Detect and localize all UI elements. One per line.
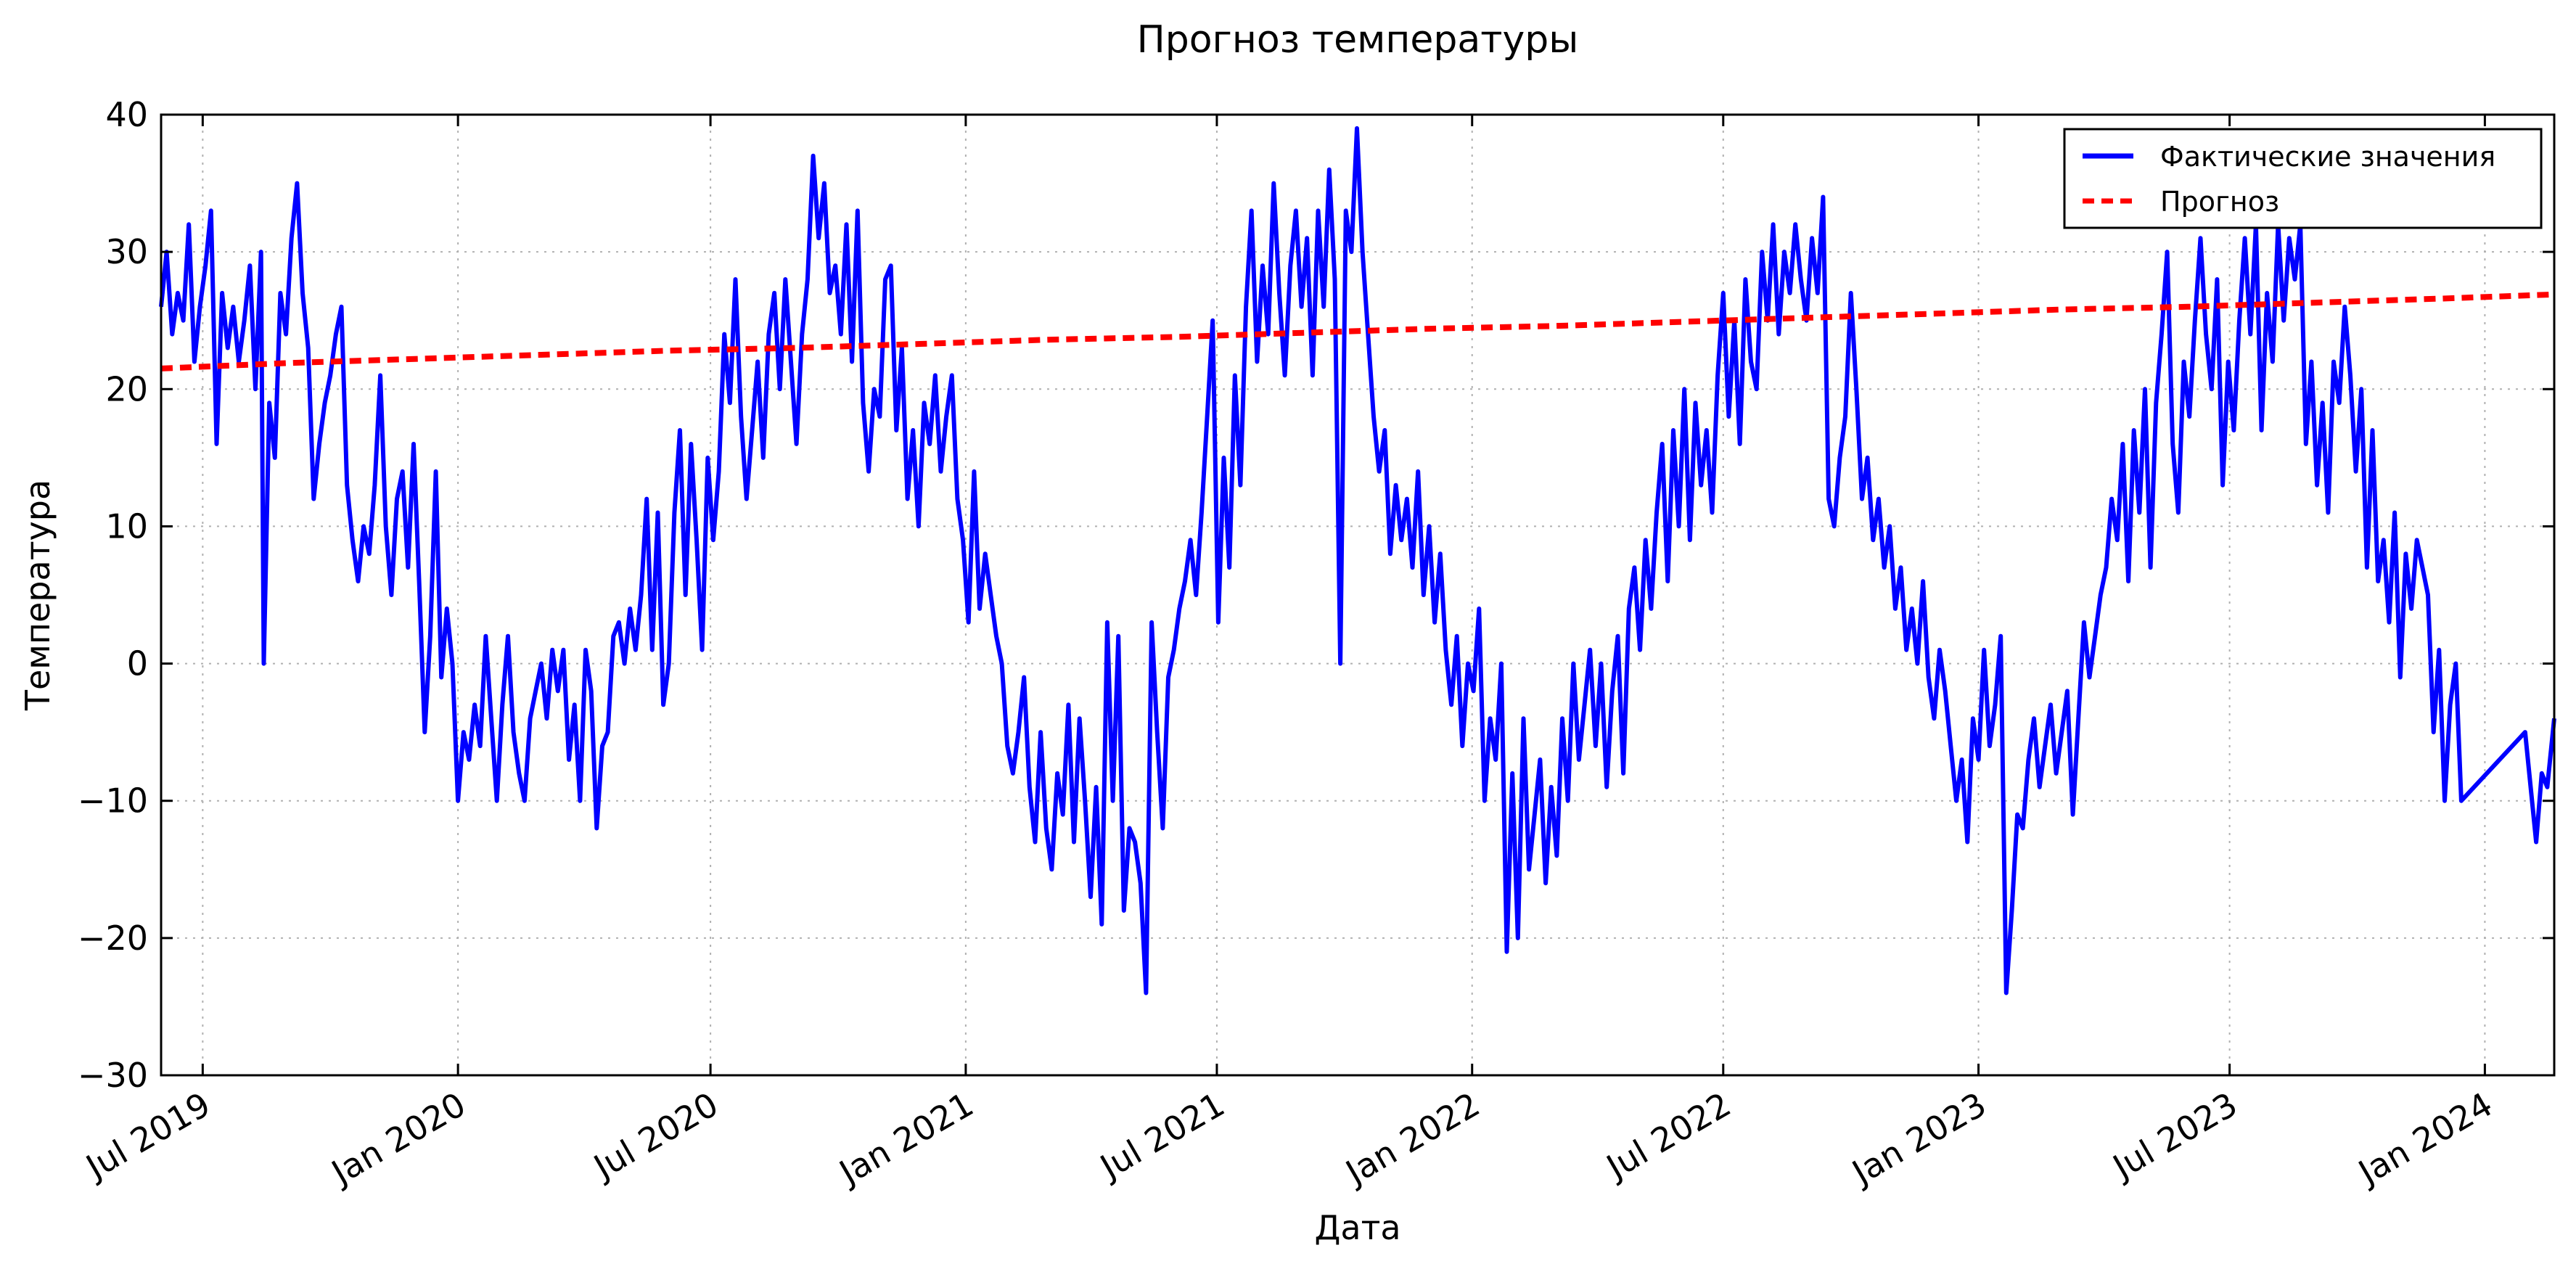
y-tick-label: 0 <box>127 644 148 683</box>
legend-box <box>2063 128 2543 229</box>
series-line-forecast <box>160 291 2555 371</box>
series-line-actual <box>159 126 2556 995</box>
legend-label-actual: Фактические значения <box>2160 141 2495 173</box>
y-tick-label: −30 <box>78 1056 148 1095</box>
y-tick-label: 30 <box>105 232 148 271</box>
y-tick-label: 10 <box>105 506 148 546</box>
y-tick-label: 20 <box>105 369 148 408</box>
legend: Фактические значения Прогноз <box>2063 128 2543 229</box>
legend-label-forecast: Прогноз <box>2160 186 2279 218</box>
x-axis-label: Дата <box>1314 1208 1400 1247</box>
y-tick-label: 40 <box>105 95 148 134</box>
series-lines <box>159 126 2556 995</box>
y-axis-label: Температура <box>18 480 57 711</box>
y-tick-label: −10 <box>78 781 148 821</box>
y-tick-label: −20 <box>78 919 148 958</box>
chart-title: Прогноз температуры <box>1137 18 1579 62</box>
plot-frame <box>160 113 2556 1077</box>
